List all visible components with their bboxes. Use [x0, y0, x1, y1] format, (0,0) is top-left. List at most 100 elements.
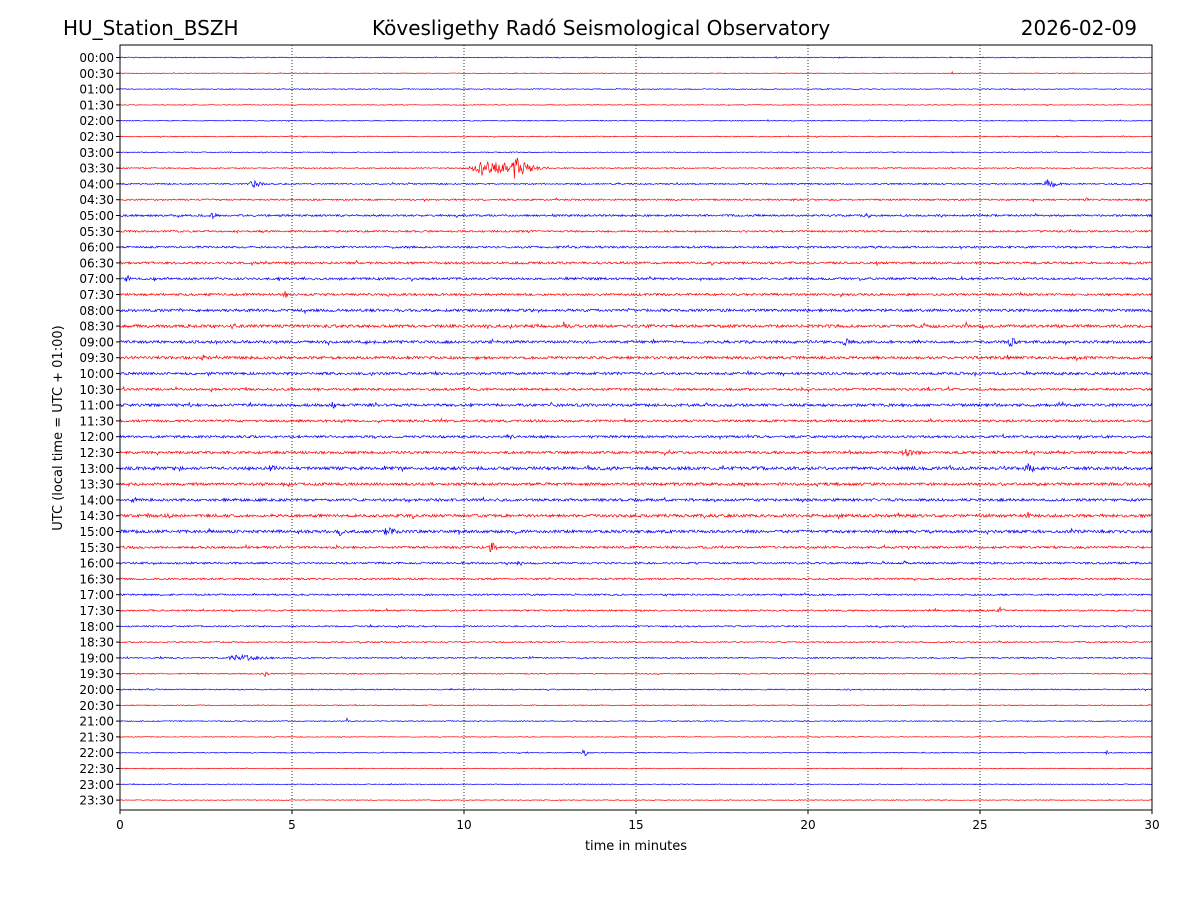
trace-line: [119, 782, 1153, 786]
y-tick-label: 13:30: [79, 478, 114, 492]
chart-date: 2026-02-09: [1020, 16, 1137, 40]
y-tick-label: 13:00: [79, 462, 114, 476]
x-tick-label: 5: [288, 818, 296, 832]
y-tick-label: 19:00: [79, 651, 114, 665]
trace-line: [119, 320, 1153, 331]
trace-line: [119, 291, 1153, 298]
chart-title: Kövesligethy Radó Seismological Observat…: [372, 16, 831, 40]
y-tick-label: 15:00: [79, 525, 114, 539]
y-tick-label: 07:00: [79, 272, 114, 286]
y-tick-label: 06:00: [79, 241, 114, 255]
trace-line: [119, 119, 1153, 123]
trace-line: [119, 671, 1153, 677]
y-tick-label: 18:30: [79, 636, 114, 650]
y-tick-label: 21:00: [79, 715, 114, 729]
y-tick-label: 07:30: [79, 288, 114, 302]
trace-line: [119, 481, 1153, 488]
trace-line: [119, 354, 1153, 362]
trace-line: [119, 749, 1153, 757]
y-tick-label: 14:30: [79, 509, 114, 523]
y-tick-label: 16:30: [79, 572, 114, 586]
y-tick-label: 14:00: [79, 493, 114, 507]
trace-line: [119, 432, 1153, 441]
x-tick-label: 30: [1144, 818, 1159, 832]
y-axis-label: UTC (local time = UTC + 01:00): [51, 325, 66, 530]
y-tick-label: 22:30: [79, 762, 114, 776]
y-tick-label: 22:00: [79, 746, 114, 760]
trace-line: [119, 259, 1153, 267]
y-tick-label: 05:30: [79, 225, 114, 239]
trace-line: [119, 369, 1153, 378]
y-tick-label: 08:30: [79, 320, 114, 334]
trace-line: [119, 687, 1153, 692]
trace-line: [119, 157, 1153, 179]
y-tick-label: 06:30: [79, 256, 114, 270]
trace-line: [119, 798, 1153, 802]
trace-line: [119, 653, 1153, 661]
trace-line: [119, 417, 1153, 424]
trace-line: [119, 274, 1153, 282]
trace-line: [119, 623, 1153, 629]
trace-line: [119, 717, 1153, 723]
trace-line: [119, 542, 1153, 553]
y-tick-label: 23:00: [79, 778, 114, 792]
y-tick-label: 16:00: [79, 557, 114, 571]
trace-line: [119, 400, 1153, 410]
y-tick-label: 19:30: [79, 667, 114, 681]
y-tick-label: 04:30: [79, 193, 114, 207]
trace-line: [119, 87, 1153, 91]
trace-line: [119, 606, 1153, 614]
station-name: HU_Station_BSZH: [63, 16, 239, 40]
trace-line: [119, 511, 1153, 521]
y-tick-label: 21:30: [79, 730, 114, 744]
x-tick-label: 20: [800, 818, 815, 832]
traces: [119, 55, 1153, 802]
trace-line: [119, 337, 1153, 347]
y-tick-label: 04:00: [79, 177, 114, 191]
trace-line: [119, 150, 1153, 154]
y-tick-label: 18:00: [79, 620, 114, 634]
x-tick-label: 15: [628, 818, 643, 832]
y-tick-label: 20:30: [79, 699, 114, 713]
y-tick-label: 17:30: [79, 604, 114, 618]
y-tick-label: 09:30: [79, 351, 114, 365]
trace-line: [119, 640, 1153, 644]
y-tick-label: 05:00: [79, 209, 114, 223]
y-tick-label: 17:00: [79, 588, 114, 602]
y-tick-label: 11:30: [79, 414, 114, 428]
plot-area: [120, 45, 1152, 810]
trace-line: [119, 703, 1153, 707]
trace-line: [119, 179, 1153, 188]
x-axis-label: time in minutes: [585, 839, 687, 854]
x-tick-label: 10: [456, 818, 471, 832]
y-tick-label: 08:00: [79, 304, 114, 318]
y-tick-label: 23:30: [79, 794, 114, 808]
trace-line: [119, 55, 1153, 59]
trace-line: [119, 448, 1153, 457]
trace-line: [119, 577, 1153, 582]
trace-line: [119, 496, 1153, 504]
y-tick-label: 01:30: [79, 98, 114, 112]
y-tick-label: 00:30: [79, 67, 114, 81]
x-tick-label: 25: [972, 818, 987, 832]
y-tick-label: 12:30: [79, 446, 114, 460]
y-tick-label: 20:00: [79, 683, 114, 697]
trace-line: [119, 527, 1153, 537]
trace-line: [119, 463, 1153, 473]
y-tick-label: 12:00: [79, 430, 114, 444]
y-tick-label: 10:00: [79, 367, 114, 381]
y-tick-label: 11:00: [79, 399, 114, 413]
trace-line: [119, 70, 1153, 75]
y-tick-label: 03:00: [79, 146, 114, 160]
x-ticks: 0 5 10 15 20 25 30: [116, 810, 1160, 832]
trace-line: [119, 228, 1153, 234]
trace-line: [119, 592, 1153, 598]
y-tick-label: 15:30: [79, 541, 114, 555]
trace-line: [119, 104, 1153, 107]
y-tick-label: 02:00: [79, 114, 114, 128]
y-tick-label: 03:30: [79, 162, 114, 176]
y-tick-label: 10:30: [79, 383, 114, 397]
trace-line: [119, 134, 1153, 139]
